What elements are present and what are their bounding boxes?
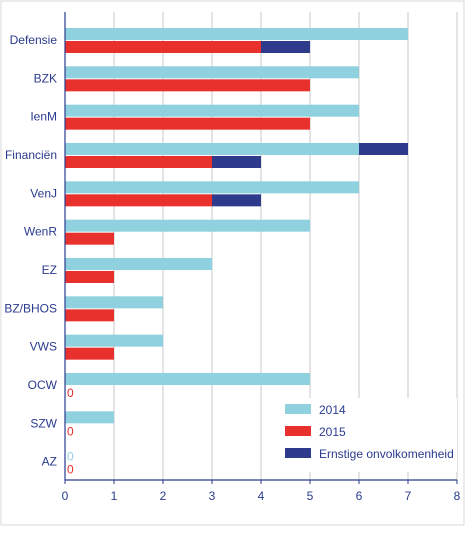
legend-label: 2015 — [319, 425, 346, 439]
category-label: Defensie — [10, 33, 58, 47]
bar-2014 — [65, 258, 212, 270]
bar-2014 — [65, 411, 114, 424]
bar-2014 — [65, 373, 310, 385]
legend-swatch — [285, 426, 311, 436]
x-tick-label: 3 — [209, 489, 216, 503]
x-tick-label: 5 — [307, 489, 314, 503]
zero-label-2014: 0 — [67, 450, 74, 464]
bar-2014 — [65, 143, 359, 155]
bar-2014 — [65, 296, 163, 309]
x-tick-label: 7 — [405, 489, 412, 503]
bar-2014 — [65, 181, 359, 194]
category-label: OCW — [28, 378, 58, 392]
x-tick-label: 2 — [160, 489, 167, 503]
bar-2015 — [65, 194, 212, 207]
bar-2015 — [65, 271, 114, 283]
bar-ernstige-onvolkomenheid — [261, 41, 310, 53]
x-tick-label: 6 — [356, 489, 363, 503]
category-label: Financiën — [5, 148, 57, 162]
zero-label-2015: 0 — [67, 386, 74, 400]
x-tick-label: 4 — [258, 489, 265, 503]
bar-2015 — [65, 41, 261, 53]
x-tick-label: 8 — [454, 489, 461, 503]
category-label: VenJ — [30, 186, 57, 200]
bar-2015 — [65, 79, 310, 92]
legend-swatch — [285, 448, 311, 458]
bar-2014 — [65, 334, 163, 347]
category-label: EZ — [42, 263, 57, 277]
bar-2015 — [65, 117, 310, 130]
zero-label-2015: 0 — [67, 463, 74, 477]
category-label: BZK — [34, 71, 57, 85]
category-label: VWS — [30, 340, 57, 354]
zero-label-2015: 0 — [67, 424, 74, 438]
legend-label: 2014 — [319, 403, 346, 417]
bar-2014 — [65, 28, 408, 40]
bar-2014 — [65, 104, 359, 117]
bar-2015 — [65, 347, 114, 360]
category-label: IenM — [30, 110, 57, 124]
category-label: AZ — [42, 455, 57, 469]
category-label: BZ/BHOS — [4, 301, 57, 315]
category-label: WenR — [24, 225, 57, 239]
x-tick-label: 1 — [111, 489, 118, 503]
bar-2014 — [65, 219, 310, 232]
bar-2015 — [65, 156, 212, 168]
chart-border — [0, 0, 465, 526]
bar-2015 — [65, 232, 114, 245]
legend-label: Ernstige onvolkomenheid — [319, 447, 454, 461]
bar-ernstige-onvolkomenheid — [212, 194, 261, 207]
bar-ernstige-onvolkomenheid — [359, 143, 408, 155]
bar-2015 — [65, 309, 114, 322]
x-tick-label: 0 — [62, 489, 69, 503]
bar-2014 — [65, 66, 359, 79]
category-label: SZW — [30, 416, 57, 430]
bar-ernstige-onvolkomenheid — [212, 156, 261, 168]
legend-swatch — [285, 404, 311, 414]
